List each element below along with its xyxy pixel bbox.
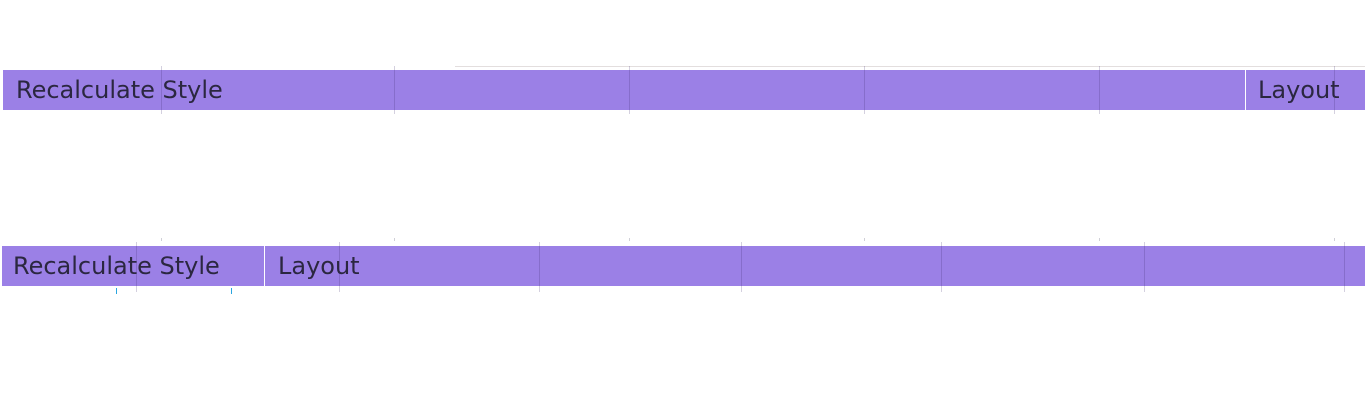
event-label: Layout [278, 252, 360, 280]
event-label: Recalculate Style [13, 252, 220, 280]
event-label: Layout [1258, 76, 1340, 104]
time-tick [1099, 238, 1100, 241]
event-label: Recalculate Style [16, 76, 223, 104]
time-tick [394, 238, 395, 241]
recalculate-style-event[interactable]: Recalculate Style [3, 70, 1245, 110]
selection-marker [231, 288, 232, 294]
time-tick [629, 238, 630, 241]
recalculate-style-event[interactable]: Recalculate Style [2, 246, 264, 286]
time-tick [864, 238, 865, 241]
selection-marker [116, 288, 117, 294]
layout-event[interactable]: Layout [1246, 70, 1365, 110]
layout-event[interactable]: Layout [265, 246, 1365, 286]
time-tick [1334, 238, 1335, 241]
top-flame-track: Recalculate Style Layout [0, 60, 1365, 116]
track-divider [455, 66, 1365, 67]
bottom-flame-track: Recalculate Style Layout [0, 236, 1365, 296]
time-tick [161, 238, 162, 241]
